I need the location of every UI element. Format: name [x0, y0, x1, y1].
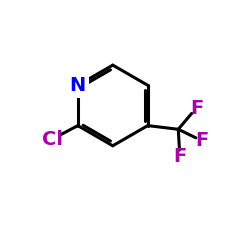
Text: F: F: [190, 99, 203, 118]
Text: Cl: Cl: [42, 130, 63, 148]
Text: F: F: [195, 131, 208, 150]
Text: F: F: [173, 147, 186, 166]
Text: N: N: [70, 76, 86, 95]
